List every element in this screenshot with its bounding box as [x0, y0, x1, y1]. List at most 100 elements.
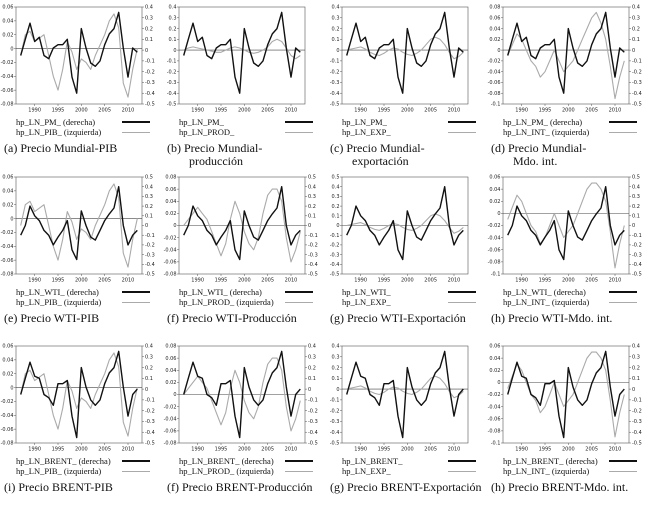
chart-legend: hp_LN_BRENT_ (derecha) hp_LN_PIB_ (izquie…: [16, 456, 156, 476]
chart-panel: 0.4 0.3 0.2 0.1 0 -0.1 -0.2 -0.3 -0.4 -0.5 1990 199…: [328, 341, 488, 509]
x-tick-label: 1990: [28, 108, 41, 114]
chart-panel: 0.4 0.3 0.2 0.1 0 -0.1 -0.2 -0.3 -0.4 -0.5 1990 199…: [165, 2, 325, 170]
series-line-hp-ln-wti: [20, 185, 138, 261]
left-tick-label: 0: [173, 392, 176, 398]
x-tick-label: 1990: [191, 108, 204, 114]
right-tick-label: 0: [632, 223, 635, 229]
right-tick-label: -0.2: [632, 408, 642, 414]
x-tick-label: 1990: [191, 447, 204, 453]
legend-entry: hp_LN_PIB_ (izquierda): [16, 466, 156, 476]
left-tick-label: -0.4: [330, 262, 340, 268]
chart-panel: 0.06 0.04 0.02 0 -0.02 -0.04 -0.06 -0.08 0.4 0.3 0…: [1, 2, 162, 170]
legend-swatch: [609, 460, 637, 462]
left-tick-label: -0.4: [167, 91, 177, 97]
left-tick-label: -0.1: [491, 272, 501, 278]
chart-panel: 0.06 0.04 0.02 0 -0.02 -0.04 -0.06 -0.08 0.5 0.4 0…: [1, 172, 162, 340]
right-tick-label: 0.1: [145, 376, 153, 382]
left-tick-label: 0.5: [332, 175, 340, 181]
left-tick-label: 0.08: [165, 344, 176, 350]
left-tick-label: 0.02: [165, 380, 176, 386]
chart-legend: hp_LN_WTI_ hp_LN_EXP_: [342, 287, 482, 307]
legend-swatch: [448, 291, 476, 293]
x-tick-label: 1990: [354, 108, 367, 114]
plot-frame: [341, 345, 469, 444]
x-tick-label: 1990: [191, 278, 204, 284]
right-tick-label: 0.3: [308, 354, 316, 360]
plot-frame: [15, 345, 143, 444]
chart-panel: 0.5 0.4 0.3 0.2 0.1 0 -0.1 -0.2 -0.3 -0.4 -0.5 1990…: [328, 172, 488, 340]
chart-svg: 0.06 0.04 0.02 0 -0.02 -0.04 -0.06 -0.08 -0.1 0.5…: [488, 175, 642, 284]
left-tick-label: -0.02: [1, 399, 14, 405]
left-tick-label: -0.06: [1, 88, 14, 94]
right-tick-label: -0.2: [308, 408, 318, 414]
left-tick-label: 0.02: [2, 32, 13, 38]
right-tick-label: -0.4: [632, 430, 642, 436]
chart-svg: 0.06 0.04 0.02 0 -0.02 -0.04 -0.06 -0.08 0.4 0.3 0…: [1, 344, 155, 453]
legend-label: hp_LN_PIB_ (izquierda): [16, 466, 102, 476]
x-tick-label: 2010: [609, 278, 622, 284]
legend-swatch: [285, 460, 313, 462]
chart-svg: 0.06 0.04 0.02 0 -0.02 -0.04 -0.06 -0.08 0.5 0.4 0…: [1, 175, 155, 284]
left-tick-label: -0.06: [488, 80, 501, 86]
right-tick-label: 0.2: [632, 204, 640, 210]
x-tick-label: 1990: [515, 447, 528, 453]
left-tick-label: 0: [173, 48, 176, 54]
left-tick-label: -0.1: [491, 441, 501, 447]
right-tick-label: 0: [632, 48, 635, 54]
x-tick-label: 1990: [354, 447, 367, 453]
left-tick-label: -0.08: [164, 272, 177, 278]
legend-label: hp_LN_PROD_: [179, 127, 235, 137]
right-tick-label: 0.3: [632, 15, 640, 21]
legend-label: hp_LN_PM_ (derecha): [503, 117, 583, 127]
left-tick-label: -0.5: [167, 102, 177, 108]
left-tick-label: 0.06: [2, 344, 13, 350]
x-tick-label: 1995: [378, 447, 391, 453]
chart-caption: (i) Precio BRENT-PIB: [4, 481, 162, 494]
left-tick-label: 0.04: [165, 199, 176, 205]
x-tick-label: 1995: [52, 278, 65, 284]
legend-entry: hp_LN_PROD_ (izquierda): [179, 466, 319, 476]
legend-swatch: [448, 460, 476, 462]
legend-label: hp_LN_PM_: [342, 117, 387, 127]
chart-caption: (f) Precio BRENT-Producción: [167, 481, 325, 494]
right-tick-label: -0.1: [632, 59, 642, 65]
x-tick-label: 2000: [238, 447, 251, 453]
left-tick-label: 0: [10, 46, 13, 52]
plot-frame: [178, 6, 306, 105]
chart-legend: hp_LN_PM_ (derecha) hp_LN_PIB_ (izquierda…: [16, 117, 156, 137]
chart-panel: 0.08 0.06 0.04 0.02 0 -0.02 -0.04 -0.06 -0.08 0.4…: [164, 341, 325, 509]
legend-label: hp_LN_PROD_ (izquierda): [179, 297, 274, 307]
x-tick-label: 1995: [539, 447, 552, 453]
right-tick-label: -0.5: [308, 441, 318, 447]
left-tick-label: -0.06: [1, 258, 14, 264]
chart-legend: hp_LN_PM_ hp_LN_PROD_: [179, 117, 319, 137]
right-tick-label: 0.5: [145, 175, 153, 181]
chart-legend: hp_LN_WTI_ (derecha) hp_LN_PROD_ (izquier…: [179, 287, 319, 307]
right-tick-label: -0.1: [632, 398, 642, 404]
chart-caption: (h) Precio WTI-Mdo. int.: [491, 312, 646, 325]
x-tick-label: 2010: [285, 447, 298, 453]
left-tick-label: -0.2: [330, 69, 340, 75]
left-tick-label: 0.06: [489, 344, 500, 350]
right-tick-label: -0.4: [145, 430, 155, 436]
left-tick-label: -0.4: [330, 430, 340, 436]
left-tick-label: -0.08: [164, 441, 177, 447]
legend-swatch: [122, 121, 150, 123]
legend-label: hp_LN_WTI_: [342, 287, 391, 297]
series-line-hp-ln-wti: [346, 185, 464, 261]
right-tick-label: -0.5: [632, 441, 642, 447]
legend-entry: hp_LN_PIB_ (izquierda): [16, 127, 156, 137]
x-tick-label: 2000: [562, 108, 575, 114]
legend-entry: hp_LN_BRENT_ (derecha): [503, 456, 643, 466]
legend-entry: hp_LN_PM_: [342, 117, 482, 127]
legend-entry: hp_LN_PM_: [179, 117, 319, 127]
left-tick-label: 0.04: [489, 356, 500, 362]
legend-label: hp_LN_INT_ (izquierda): [503, 466, 590, 476]
right-tick-label: -0.2: [145, 408, 155, 414]
right-tick-label: -0.3: [145, 80, 155, 86]
left-tick-label: -0.1: [491, 102, 501, 108]
right-tick-label: 0.4: [145, 184, 153, 190]
left-tick-label: -0.08: [488, 260, 501, 266]
legend-entry: hp_LN_WTI_ (derecha): [179, 287, 319, 297]
left-tick-label: -0.3: [330, 252, 340, 258]
